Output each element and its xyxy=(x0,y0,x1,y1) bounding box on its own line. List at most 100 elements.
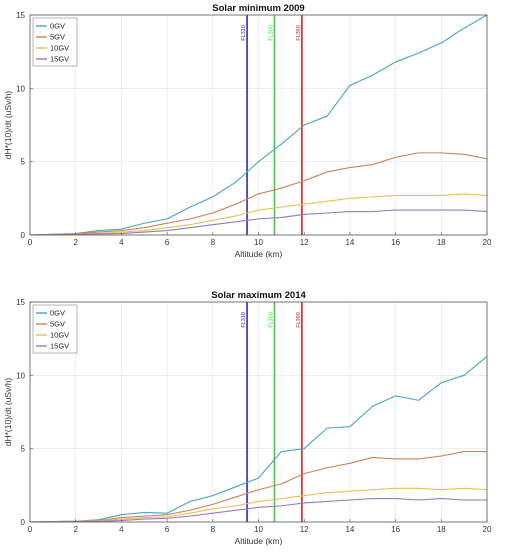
data-point xyxy=(280,498,282,500)
data-point xyxy=(440,152,442,154)
data-point xyxy=(417,209,419,211)
data-point xyxy=(395,487,397,489)
y-tick-label: 5 xyxy=(21,158,26,167)
legend-label: 10GV xyxy=(50,44,69,53)
chart-panel-1: FL310 FL350 FL390 0 2 4 6 8 10 12 14 16 18 20 0 5 10 15 So… xyxy=(3,3,492,259)
x-tick-label: 20 xyxy=(483,525,492,534)
data-point xyxy=(349,462,351,464)
y-axis-label: dH*(10)/dt (uSv/h) xyxy=(3,378,13,447)
flight-level-label: FL390 xyxy=(296,312,302,328)
data-point xyxy=(395,498,397,500)
data-point xyxy=(189,515,191,517)
data-point xyxy=(235,509,237,511)
y-tick-label: 15 xyxy=(16,298,25,307)
data-point xyxy=(349,84,351,86)
data-point xyxy=(326,200,328,202)
data-point xyxy=(235,496,237,498)
data-point xyxy=(235,505,237,507)
data-point xyxy=(303,213,305,215)
data-point xyxy=(463,193,465,195)
data-point xyxy=(280,483,282,485)
data-point xyxy=(326,427,328,429)
data-point xyxy=(120,514,122,516)
data-point xyxy=(189,206,191,208)
data-point xyxy=(212,508,214,510)
data-point xyxy=(440,42,442,44)
x-tick-label: 20 xyxy=(483,238,492,247)
data-point xyxy=(280,187,282,189)
data-point xyxy=(372,211,374,213)
data-point xyxy=(120,228,122,230)
data-point xyxy=(372,164,374,166)
flight-level-label: FL350 xyxy=(268,312,274,328)
data-point xyxy=(303,495,305,497)
x-tick-label: 18 xyxy=(437,525,446,534)
x-tick-label: 8 xyxy=(211,238,216,247)
y-tick-label: 10 xyxy=(16,84,25,93)
data-point xyxy=(258,477,259,479)
chart-title: Solar minimum 2009 xyxy=(212,3,304,14)
data-point xyxy=(303,203,305,205)
data-point xyxy=(235,486,237,488)
data-point xyxy=(280,206,282,208)
data-point xyxy=(258,193,259,195)
data-point xyxy=(303,124,305,126)
legend-label: 0GV xyxy=(50,309,65,318)
data-point xyxy=(440,194,442,196)
data-point xyxy=(440,382,442,384)
data-point xyxy=(166,222,168,224)
data-point xyxy=(303,448,305,450)
data-point xyxy=(326,500,328,502)
x-tick-label: 4 xyxy=(119,238,124,247)
flight-level-label: FL350 xyxy=(268,25,274,41)
data-point xyxy=(143,222,145,224)
data-point xyxy=(166,516,168,518)
data-point xyxy=(166,517,168,519)
y-tick-label: 15 xyxy=(16,11,25,20)
flight-level-label: FL310 xyxy=(241,312,247,328)
data-point xyxy=(189,509,191,511)
data-point xyxy=(143,518,145,520)
data-point xyxy=(372,196,374,198)
data-point xyxy=(212,512,214,514)
data-point xyxy=(372,498,374,500)
data-point xyxy=(326,492,328,494)
data-point xyxy=(395,61,397,63)
data-point xyxy=(463,209,465,211)
data-point xyxy=(303,502,305,504)
legend-label: 5GV xyxy=(50,33,65,42)
data-point xyxy=(395,458,397,460)
data-point xyxy=(166,227,168,229)
data-point xyxy=(258,506,259,508)
data-point xyxy=(212,495,214,497)
data-point xyxy=(258,218,259,220)
x-tick-label: 10 xyxy=(254,525,263,534)
data-point xyxy=(417,499,419,501)
data-point xyxy=(212,219,214,221)
data-point xyxy=(463,153,465,155)
x-tick-label: 8 xyxy=(211,525,216,534)
data-point xyxy=(120,517,122,519)
data-point xyxy=(235,215,237,217)
data-point xyxy=(258,500,259,502)
data-point xyxy=(395,209,397,211)
legend: 0GV 5GV 10GV 15GV xyxy=(32,17,78,67)
legend-label: 10GV xyxy=(50,331,69,340)
data-point xyxy=(440,489,442,491)
legend-label: 15GV xyxy=(50,55,69,64)
data-point xyxy=(372,405,374,407)
x-tick-label: 14 xyxy=(345,525,354,534)
data-point xyxy=(463,451,465,453)
data-point xyxy=(143,231,145,233)
data-point xyxy=(463,374,465,376)
data-point xyxy=(258,209,259,211)
data-point xyxy=(395,194,397,196)
data-point xyxy=(258,161,259,163)
data-point xyxy=(349,197,351,199)
data-point xyxy=(143,515,145,517)
data-point xyxy=(326,115,328,117)
data-point xyxy=(303,473,305,475)
data-point xyxy=(463,487,465,489)
data-point xyxy=(212,503,214,505)
